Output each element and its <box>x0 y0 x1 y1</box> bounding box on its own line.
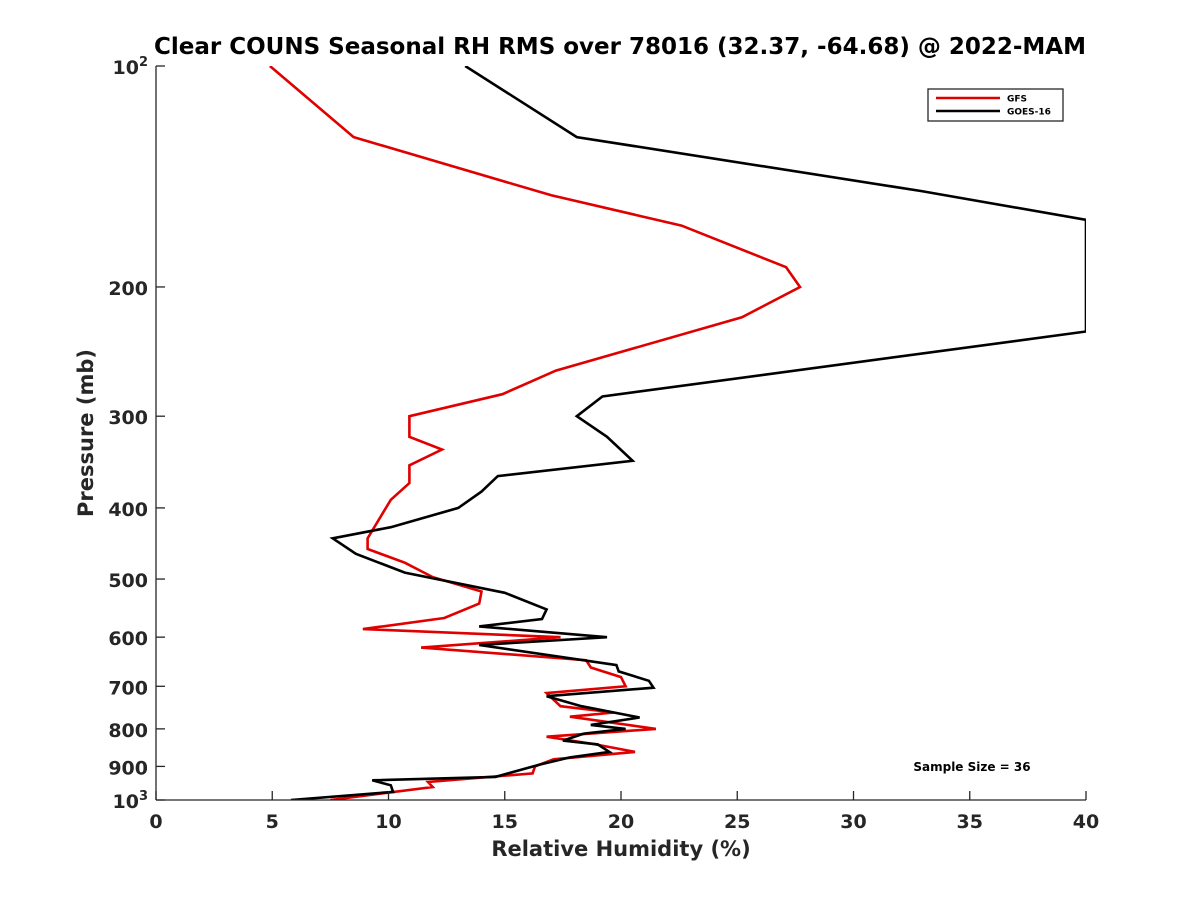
x-tick-label: 20 <box>608 811 634 833</box>
x-tick-label: 40 <box>1073 811 1099 833</box>
sample-size-annotation: Sample Size = 36 <box>913 760 1030 774</box>
y-tick-label: 900 <box>108 757 148 779</box>
x-tick-label: 15 <box>492 811 518 833</box>
legend-box <box>927 88 1064 122</box>
x-tick-label: 10 <box>375 811 401 833</box>
series-line-gfs <box>269 66 802 800</box>
chart-title: Clear COUNS Seasonal RH RMS over 78016 (… <box>154 34 1086 60</box>
x-tick-label: 0 <box>149 811 162 833</box>
x-axis-label: Relative Humidity (%) <box>491 837 750 861</box>
legend-label-gfs: GFS <box>1007 95 1027 105</box>
x-tick-label: 25 <box>724 811 750 833</box>
axes-layer: 0 5 10 15 20 25 30 35 40 102 200 300 400 500 600 700 800… <box>108 55 1099 833</box>
x-tick-label: 5 <box>266 811 279 833</box>
legend-label-goes-16: GOES-16 <box>1007 108 1051 118</box>
x-tick-label: 30 <box>840 811 866 833</box>
legend: GFS GOES-16 <box>927 88 1064 122</box>
y-tick-label: 800 <box>108 720 148 742</box>
y-axis-label: Pressure (mb) <box>74 349 98 517</box>
y-tick-label: 500 <box>108 570 148 592</box>
series-layer <box>269 66 1086 800</box>
x-tick-label: 35 <box>957 811 983 833</box>
y-tick-label: 300 <box>108 407 148 429</box>
y-tick-label: 600 <box>108 628 148 650</box>
y-tick-label: 200 <box>108 278 148 300</box>
y-tick-label: 400 <box>108 499 148 521</box>
y-tick-label: 102 <box>113 55 149 79</box>
y-tick-label: 103 <box>113 789 149 813</box>
series-line-goes-16 <box>290 66 1086 800</box>
y-tick-label: 700 <box>108 677 148 699</box>
